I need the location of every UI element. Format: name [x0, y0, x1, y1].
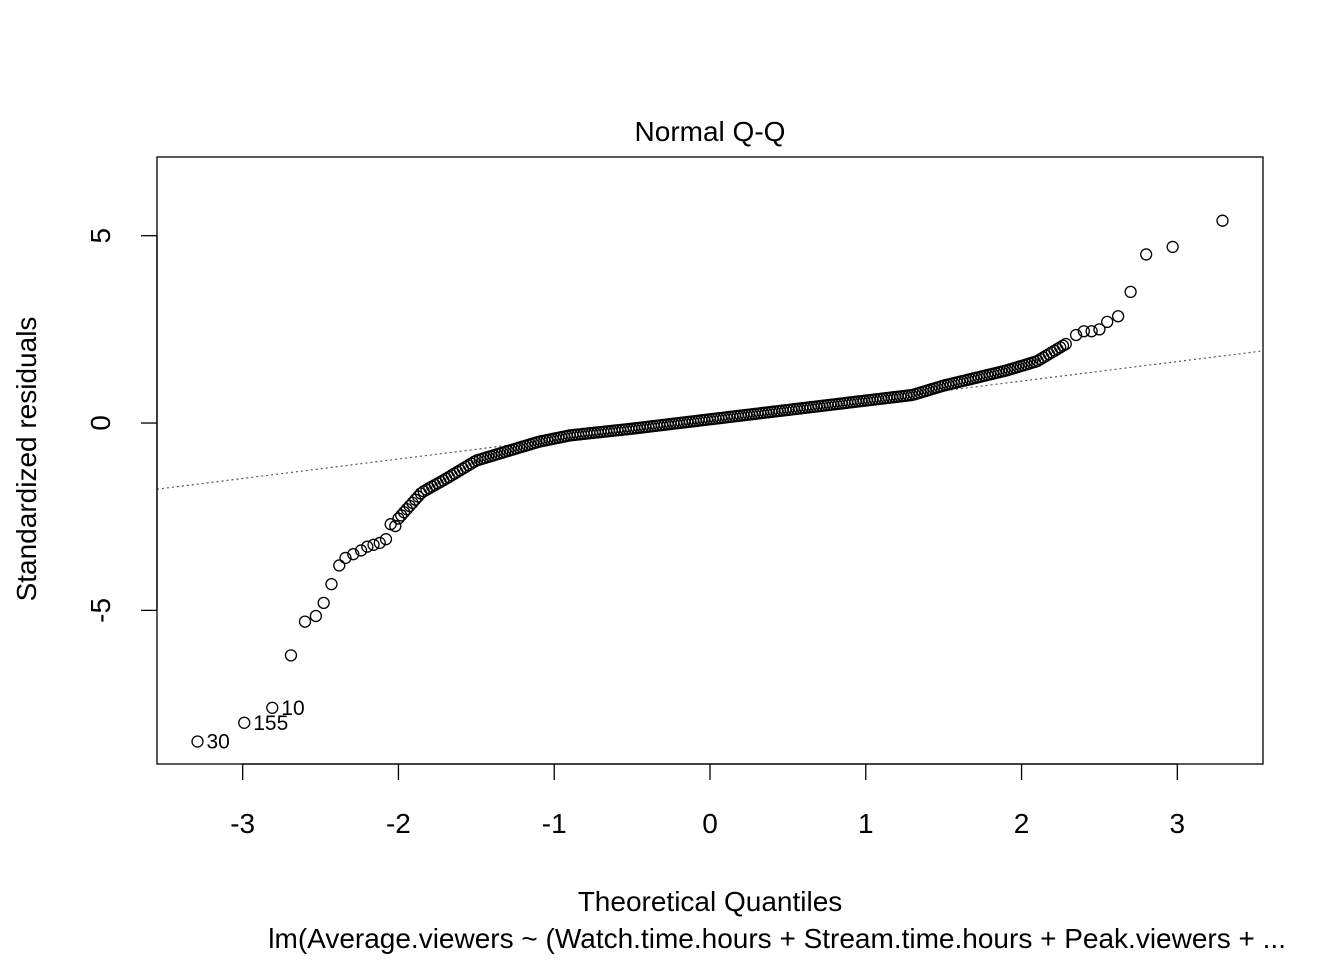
data-point: [298, 615, 312, 628]
point-label: 10: [281, 697, 304, 720]
data-point: [309, 609, 323, 623]
data-point: [1056, 339, 1070, 352]
plot-frame: [156, 156, 1264, 765]
reference-line-layer: [156, 350, 1264, 490]
y-tick-label: -5: [85, 598, 116, 623]
point-label: 155: [253, 712, 288, 735]
point-label: 30: [207, 731, 230, 754]
data-point: [1069, 328, 1083, 342]
data-point: [1077, 325, 1091, 338]
data-point: [379, 533, 393, 546]
axes-layer: -3 -2 -1 0 1 2 3 -5 0 5: [85, 228, 1185, 839]
data-point: [191, 735, 204, 748]
y-axis-label: Standardized residuals: [11, 317, 42, 602]
y-tick-label: 5: [85, 228, 116, 244]
data-point: [354, 544, 368, 557]
data-point: [333, 559, 346, 572]
points-layer: [191, 214, 1229, 748]
x-axis-label: Theoretical Quantiles: [578, 886, 843, 917]
data-point: [266, 701, 279, 714]
data-point: [1059, 337, 1072, 351]
x-tick-label: 3: [1170, 808, 1186, 839]
data-point: [361, 540, 374, 553]
x-tick-label: 2: [1014, 808, 1030, 839]
x-tick-label: -3: [230, 808, 255, 839]
data-point: [1101, 315, 1114, 329]
x-tick-label: 0: [702, 808, 718, 839]
data-point: [238, 716, 251, 729]
data-point: [325, 577, 338, 591]
data-point: [284, 649, 298, 662]
data-point: [1085, 325, 1098, 338]
x-tick-label: 1: [858, 808, 874, 839]
data-point: [389, 519, 402, 533]
data-point: [347, 548, 360, 561]
data-point: [339, 551, 352, 565]
model-subtitle: lm(Average.viewers ~ (Watch.time.hours +…: [268, 923, 1286, 954]
data-point: [373, 536, 386, 550]
x-tick-label: -1: [542, 808, 567, 839]
x-tick-label: -2: [386, 808, 411, 839]
data-point: [1111, 310, 1125, 323]
data-point: [1166, 240, 1179, 254]
chart-title: Normal Q-Q: [635, 116, 786, 147]
data-point: [1216, 214, 1229, 227]
data-point: [317, 596, 330, 610]
y-tick-label: 0: [85, 415, 116, 431]
data-point: [1124, 285, 1137, 299]
data-point: [367, 538, 380, 551]
reference-line: [156, 350, 1264, 490]
data-point: [1093, 323, 1106, 336]
data-point: [1140, 248, 1153, 261]
